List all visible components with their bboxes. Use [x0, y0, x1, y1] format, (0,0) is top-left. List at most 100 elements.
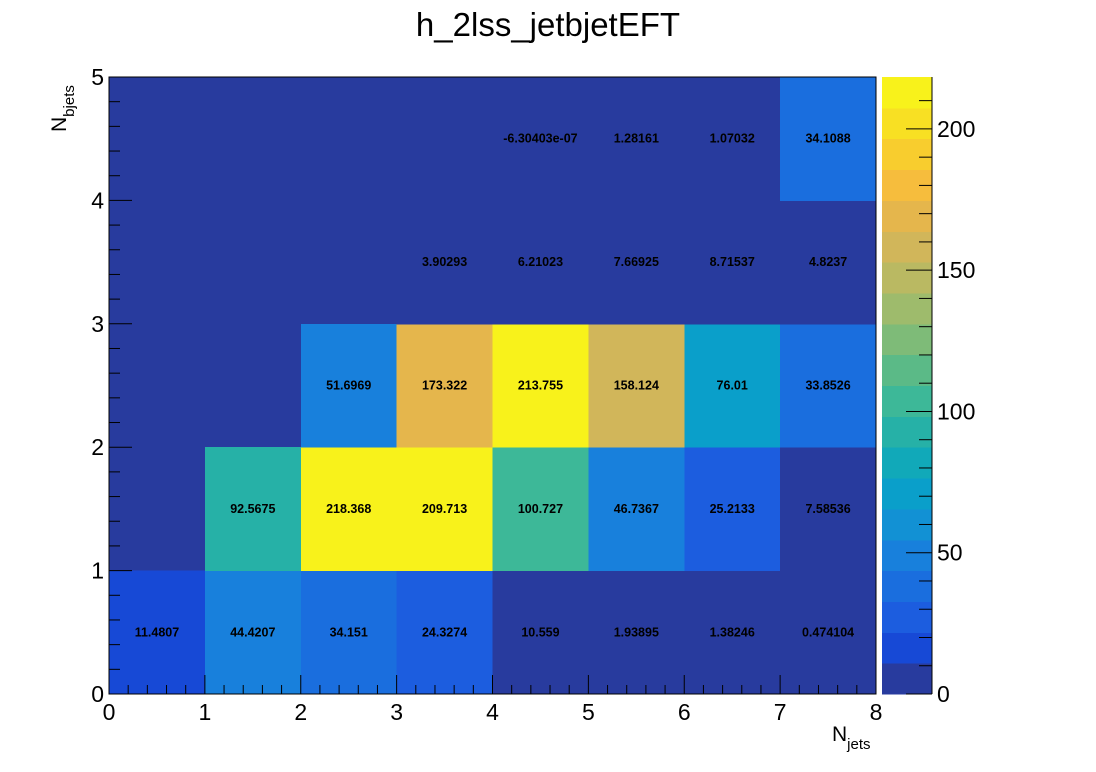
colorbar-tick-label: 0: [937, 681, 950, 707]
heatmap-cell: [300, 323, 398, 448]
colorbar-swatch: [882, 200, 932, 232]
heatmap-cell: [684, 570, 781, 695]
heatmap-cell-label: 7.58536: [805, 502, 850, 516]
heatmap-cell: [588, 200, 685, 325]
heatmap-cell: [780, 447, 877, 572]
heatmap-cell-label: -6.30403e-07: [503, 132, 577, 146]
heatmap-cell: [780, 77, 877, 201]
color-scale-bar: 0 50 100 150 200: [882, 77, 975, 707]
colorbar-swatch: [882, 570, 932, 602]
x-tick-label: 3: [390, 699, 403, 725]
heatmap-cell: [780, 570, 877, 695]
heatmap-cell-label: 7.66925: [614, 255, 659, 269]
heatmap-cell-label: 1.38246: [710, 625, 755, 639]
heatmap-cell-labels: 11.4807 44.4207 34.151 24.3274 10.559 1.93895…: [135, 132, 854, 640]
heatmap-cell-label: 173.322: [422, 379, 467, 393]
y-tick-label: 1: [91, 558, 104, 584]
colorbar-swatch: [882, 77, 932, 109]
heatmap-cell: [300, 570, 398, 695]
heatmap-cell-label: 34.151: [330, 625, 368, 639]
heatmap-cell: [492, 323, 589, 448]
heatmap-cell-label: 1.07032: [710, 132, 755, 146]
colorbar-swatch: [882, 231, 932, 263]
heatmap-cell: [204, 570, 302, 695]
heatmap-cell-label: 3.90293: [422, 255, 467, 269]
heatmap-cells: [109, 77, 877, 695]
heatmap-cell-label: 8.71537: [710, 255, 755, 269]
heatmap-cell-label: 44.4207: [230, 625, 275, 639]
heatmap-cell: [684, 77, 781, 201]
colorbar-swatch: [882, 292, 932, 325]
x-axis: 0 1 2 3 4 5 6 7 8: [103, 675, 883, 725]
chart-title: h_2lss_jetbjetEFT: [416, 6, 680, 43]
colorbar-swatch: [882, 323, 932, 356]
x-tick-label: 8: [870, 699, 883, 725]
heatmap-cell-label: 100.727: [518, 502, 563, 516]
heatmap-cell: [300, 447, 398, 572]
heatmap-cell-label: 76.01: [717, 379, 748, 393]
heatmap-cell-label: 209.713: [422, 502, 467, 516]
colorbar-swatch: [882, 478, 932, 510]
x-tick-label: 1: [198, 699, 211, 725]
y-tick-label: 2: [91, 434, 104, 460]
heatmap-cell: [396, 570, 493, 695]
x-tick-label: 6: [678, 699, 691, 725]
heatmap-cell-label: 0.474104: [802, 625, 854, 639]
colorbar-swatch: [882, 416, 932, 448]
heatmap-cell: [492, 77, 589, 201]
heatmap-cell-label: 10.559: [521, 625, 559, 639]
x-axis-title: Njets: [832, 723, 871, 753]
heatmap-cell: [204, 447, 302, 572]
heatmap-cell: [396, 323, 493, 448]
heatmap-cell-label: 25.2133: [710, 502, 755, 516]
heatmap-cell-label: 4.8237: [809, 255, 847, 269]
colorbar-swatch: [882, 138, 932, 171]
colorbar-swatch: [882, 262, 932, 294]
y-tick-label: 0: [91, 681, 104, 707]
heatmap-cell: [396, 447, 493, 572]
heatmap-cell: [780, 200, 877, 325]
y-tick-label: 4: [91, 187, 104, 213]
heatmap-cell: [588, 447, 685, 572]
heatmap-cell: [588, 323, 685, 448]
heatmap-cell: [780, 323, 877, 448]
heatmap-cell-label: 1.93895: [614, 625, 659, 639]
heatmap-cell: [492, 200, 589, 325]
x-tick-label: 0: [103, 699, 116, 725]
heatmap-cell: [492, 570, 589, 695]
y-tick-label: 5: [91, 64, 104, 90]
heatmap-cell-label: 1.28161: [614, 132, 659, 146]
heatmap-cell-label: 218.368: [326, 502, 371, 516]
y-axis: 0 1 2 3 4 5: [91, 64, 132, 707]
heatmap-cell-label: 11.4807: [135, 625, 180, 639]
x-tick-label: 4: [486, 699, 499, 725]
x-tick-label: 2: [294, 699, 307, 725]
y-tick-label: 3: [91, 311, 104, 337]
heatmap-cell: [684, 447, 781, 572]
colorbar-swatch: [882, 385, 932, 417]
heatmap-cell: [588, 570, 685, 695]
heatmap-cell-label: 92.5675: [230, 502, 275, 516]
heatmap-cell: [109, 570, 206, 695]
colorbar-swatch: [882, 539, 932, 572]
heatmap-cell-label: 158.124: [614, 379, 659, 393]
heatmap-cell-label: 6.21023: [518, 255, 563, 269]
heatmap-cell: [396, 200, 493, 325]
colorbar-tick-label: 100: [937, 398, 975, 424]
colorbar-tick-label: 150: [937, 257, 975, 283]
colorbar-swatch: [882, 663, 932, 695]
x-axis-title-main: N: [832, 723, 847, 746]
y-axis-title-main: N: [48, 117, 71, 132]
heatmap-cell: [684, 323, 781, 448]
x-tick-label: 5: [582, 699, 595, 725]
heatmap-cell-label: 46.7367: [614, 502, 659, 516]
x-axis-title-sub: jets: [846, 736, 870, 753]
colorbar-swatch: [882, 107, 932, 140]
heatmap-cell: [492, 447, 589, 572]
heatmap-cell-label: 33.8526: [805, 379, 850, 393]
x-tick-label: 7: [774, 699, 787, 725]
colorbar-tick-label: 50: [937, 540, 963, 566]
heatmap-cell-label: 213.755: [518, 379, 563, 393]
colorbar-swatch: [882, 601, 932, 633]
